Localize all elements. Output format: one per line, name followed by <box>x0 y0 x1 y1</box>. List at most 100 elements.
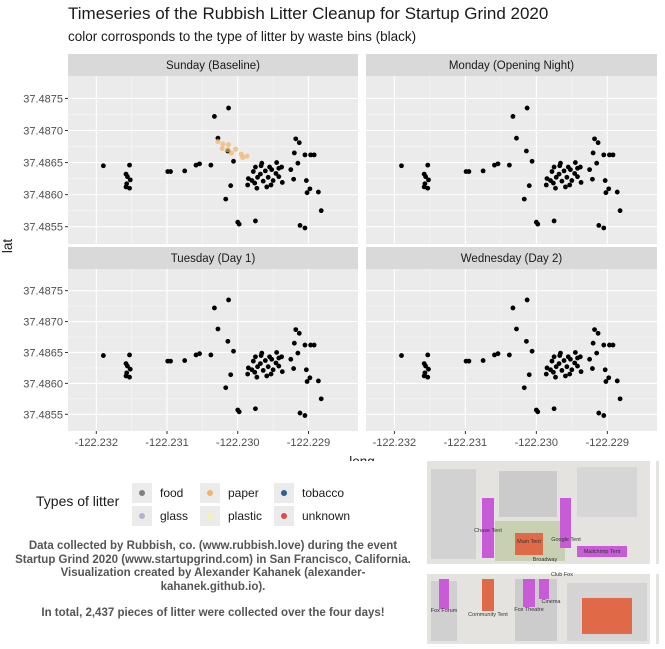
waste-bin-point <box>291 366 297 371</box>
map-tent-fox-theatre <box>523 579 535 607</box>
map-label: Club Fox <box>551 572 573 578</box>
y-tick-label: 37.4865 <box>23 158 63 170</box>
waste-bin-point <box>288 167 294 173</box>
waste-bin-point <box>596 223 602 228</box>
waste-bin-point <box>606 186 612 192</box>
waste-bin-point <box>279 164 285 170</box>
waste-bin-point <box>304 379 310 384</box>
waste-bin-point <box>318 396 324 402</box>
waste-bin-point <box>255 174 260 180</box>
waste-bin-point <box>274 350 280 355</box>
waste-bin-point <box>315 378 321 384</box>
legend-swatch <box>281 513 287 519</box>
waste-bin-point <box>495 351 501 357</box>
waste-bin-point <box>614 189 620 195</box>
waste-bin-point <box>590 340 596 346</box>
waste-bin-point <box>268 371 274 377</box>
waste-bin-point <box>558 160 563 166</box>
waste-bin-point <box>578 180 584 185</box>
waste-bin-point <box>535 409 541 415</box>
waste-bin-point <box>551 164 557 170</box>
waste-bin-point <box>425 352 431 358</box>
map-tent-chase <box>482 498 494 558</box>
waste-bin-point <box>556 361 562 367</box>
waste-bin-point <box>302 225 308 231</box>
map-tent-google <box>560 498 571 548</box>
waste-bin-point <box>252 369 258 375</box>
map-tent-fox-forum <box>439 579 449 609</box>
facet-strip <box>68 247 358 269</box>
waste-bin-point <box>590 176 595 182</box>
waste-bin-point <box>262 168 268 174</box>
waste-bin-point <box>168 169 173 174</box>
waste-bin-point <box>303 367 309 373</box>
map-tent-mailchimp <box>577 546 627 557</box>
waste-bin-point <box>559 368 565 373</box>
legend-key-unknown <box>274 506 294 526</box>
waste-bin-point <box>257 171 263 177</box>
waste-bin-point <box>259 350 265 356</box>
waste-bin-point <box>535 221 541 227</box>
waste-bin-point <box>594 160 600 166</box>
waste-bin-point <box>526 372 532 378</box>
chart-title: Timeseries of the Rubbish Litter Cleanup… <box>68 4 549 23</box>
legend-label: tobacco <box>302 486 345 500</box>
waste-bin-point <box>231 158 236 164</box>
waste-bin-point <box>212 305 217 311</box>
waste-bin-point <box>524 297 530 303</box>
waste-bin-point <box>236 221 242 227</box>
waste-bin-point <box>510 113 516 119</box>
waste-bin-point <box>610 152 616 158</box>
waste-bin-point <box>514 326 519 332</box>
venue-map: Chase Tent Main Tent Google TentMailchimp … <box>427 461 659 644</box>
waste-bin-point <box>553 364 559 370</box>
waste-bin-point <box>549 358 555 364</box>
map-street-vertical <box>650 461 656 644</box>
waste-bin-point <box>553 374 558 380</box>
map-cinema <box>582 598 632 634</box>
waste-bin-point <box>610 342 616 348</box>
legend-key-food <box>132 483 152 503</box>
waste-bin-point <box>425 185 431 191</box>
waste-bin-point <box>291 150 297 156</box>
waste-bin-point <box>254 374 260 380</box>
waste-bin-point <box>291 176 297 182</box>
y-tick-label: 37.4855 <box>23 409 63 421</box>
waste-bin-point <box>100 163 106 169</box>
x-tick-label: -122.232 <box>373 437 416 449</box>
facet-panel: Tuesday (Day 1) 37.4855 37.4860 37.4865 37.4… <box>23 247 358 449</box>
x-axis-label: long <box>349 454 375 461</box>
waste-bin-point <box>617 396 623 402</box>
litter-point-paper <box>225 147 231 153</box>
waste-bin-point <box>125 363 130 369</box>
waste-bin-point <box>553 185 558 191</box>
waste-bin-point <box>260 178 266 184</box>
y-tick-label: 37.4855 <box>23 222 63 234</box>
waste-bin-point <box>556 171 562 177</box>
waste-bin-point <box>399 163 404 169</box>
map-block <box>499 471 557 517</box>
map-label: Cinema <box>542 599 562 605</box>
facet-label: Tuesday (Day 1) <box>171 253 256 265</box>
waste-bin-point <box>127 352 132 358</box>
litter-point-paper <box>233 146 239 152</box>
waste-bin-point <box>259 160 265 166</box>
y-tick-label: 37.4860 <box>23 190 63 202</box>
waste-bin-point <box>544 365 550 371</box>
waste-bin-point <box>307 186 313 192</box>
waste-bin-point <box>245 371 251 377</box>
waste-bin-point <box>568 356 573 362</box>
waste-bin-point <box>296 330 302 336</box>
chart-subtitle: color corrosponds to the type of litter … <box>68 29 417 44</box>
y-tick-label: 37.4875 <box>23 93 63 105</box>
waste-bin-point <box>293 327 299 332</box>
x-tick-label: -122.229 <box>287 437 330 449</box>
litter-point-paper <box>219 145 225 152</box>
waste-bin-point <box>606 375 612 381</box>
map-label: Fox Theatre <box>514 607 544 613</box>
waste-bin-point <box>590 366 595 371</box>
waste-bin-point <box>269 356 275 362</box>
map-block <box>515 579 557 641</box>
waste-bin-point <box>254 185 260 191</box>
waste-bin-point <box>295 160 301 166</box>
